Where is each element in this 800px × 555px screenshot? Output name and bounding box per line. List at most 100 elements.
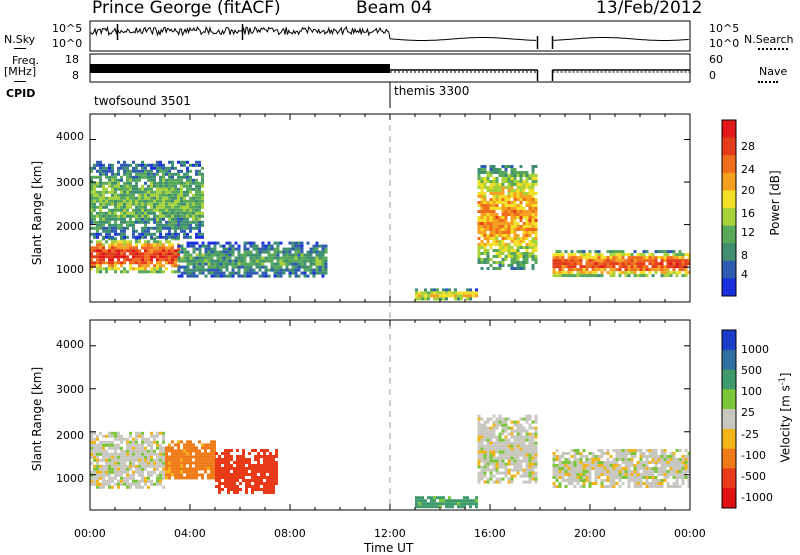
heat-cell	[132, 443, 135, 447]
heat-cell	[627, 473, 631, 476]
heat-cell	[126, 175, 129, 179]
heat-cell	[525, 252, 529, 255]
heat-cell	[501, 207, 505, 210]
heat-cell	[276, 259, 280, 263]
heat-cell	[418, 502, 421, 506]
heat-cell	[114, 270, 117, 274]
heat-cell	[237, 256, 241, 260]
heat-cell	[180, 476, 183, 480]
velocity-cbar-swatch	[722, 389, 736, 410]
heat-cell	[153, 175, 156, 179]
heat-cell	[567, 479, 571, 482]
heat-cell	[534, 417, 538, 421]
heat-cell	[681, 256, 685, 260]
heat-cell	[483, 438, 487, 442]
heat-cell	[153, 226, 156, 230]
heat-cell	[609, 262, 613, 266]
heat-cell	[132, 461, 135, 465]
heat-cell	[230, 455, 233, 458]
heat-cell	[612, 268, 616, 272]
heat-cell	[642, 253, 646, 257]
heat-cell	[492, 447, 496, 451]
heat-cell	[269, 479, 272, 482]
heat-cell	[224, 473, 227, 476]
heat-cell	[534, 465, 538, 469]
heat-cell	[594, 268, 598, 272]
heat-cell	[93, 452, 96, 456]
heat-cell	[260, 470, 263, 473]
heat-cell	[427, 496, 430, 500]
heat-cell	[120, 482, 123, 486]
velocity-cbar-tick: -500	[741, 470, 766, 483]
heat-cell	[156, 446, 159, 450]
heat-cell	[424, 502, 427, 506]
heat-cell	[135, 199, 138, 203]
heat-cell	[132, 214, 135, 218]
heat-cell	[477, 450, 481, 454]
heat-cell	[507, 231, 511, 234]
heat-cell	[126, 473, 129, 477]
heat-cell	[486, 444, 490, 448]
heat-cell	[519, 183, 523, 186]
heat-cell	[588, 271, 592, 275]
heat-cell	[525, 228, 529, 231]
heat-cell	[201, 175, 204, 179]
heat-cell	[216, 241, 220, 245]
heat-cell	[90, 202, 93, 206]
heat-cell	[597, 470, 601, 473]
heat-cell	[427, 294, 430, 298]
heat-cell	[522, 174, 526, 177]
heat-cell	[254, 476, 257, 479]
heat-cell	[249, 268, 253, 272]
heat-cell	[672, 461, 676, 464]
heat-cell	[528, 201, 532, 204]
heat-cell	[624, 262, 628, 266]
heat-cell	[177, 270, 180, 274]
heat-cell	[486, 456, 490, 460]
heat-cell	[132, 226, 135, 230]
heat-cell	[519, 186, 523, 189]
heat-cell	[522, 216, 526, 219]
heat-cell	[120, 166, 123, 170]
heat-cell	[138, 240, 141, 244]
heat-cell	[651, 268, 655, 272]
heat-cell	[96, 252, 99, 256]
heat-cell	[672, 262, 676, 266]
heat-cell	[272, 455, 275, 458]
heat-cell	[204, 256, 208, 260]
heat-cell	[498, 222, 502, 225]
nave-dots	[758, 81, 778, 83]
heat-cell	[486, 468, 490, 472]
heat-cell	[672, 265, 676, 269]
heat-cell	[236, 449, 239, 452]
heat-cell	[90, 482, 93, 486]
heat-cell	[224, 455, 227, 458]
heat-cell	[516, 216, 520, 219]
heat-cell	[186, 449, 189, 453]
heat-cell	[120, 190, 123, 194]
heat-cell	[507, 237, 511, 240]
heat-cell	[415, 291, 418, 295]
heat-cell	[99, 163, 102, 167]
heat-cell	[132, 187, 135, 191]
heat-cell	[495, 186, 499, 189]
heat-cell	[573, 259, 577, 263]
heat-cell	[90, 440, 93, 444]
heat-cell	[492, 435, 496, 439]
heat-cell	[186, 262, 190, 266]
heat-cell	[144, 449, 147, 453]
heat-cell	[528, 465, 532, 469]
heat-cell	[567, 473, 571, 476]
heat-cell	[501, 249, 505, 252]
heat-cell	[266, 491, 269, 494]
heat-cell	[531, 201, 535, 204]
heat-cell	[138, 452, 141, 456]
heat-cell	[174, 172, 177, 176]
heat-cell	[469, 294, 472, 298]
heat-cell	[516, 426, 520, 430]
heat-cell	[309, 256, 313, 260]
heat-cell	[633, 479, 637, 482]
heat-cell	[498, 219, 502, 222]
heat-cell	[156, 270, 159, 274]
power-ytick: 1000	[56, 263, 84, 276]
